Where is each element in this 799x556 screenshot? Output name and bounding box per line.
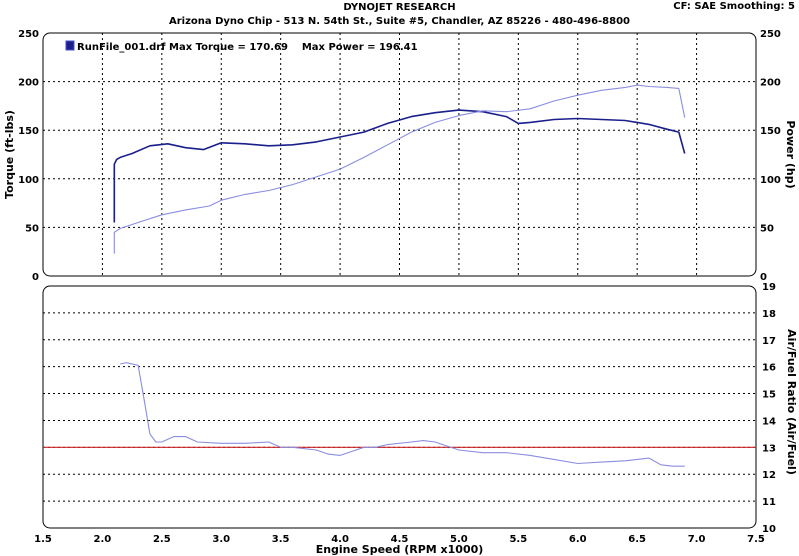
x-tick-label: 5.0 [450, 534, 468, 545]
x-tick-label: 3.5 [272, 534, 290, 545]
x-tick-label: 5.5 [509, 534, 527, 545]
afr-tick-label: 19 [762, 282, 776, 293]
y-tick-label: 50 [25, 223, 39, 234]
y2-tick-label: 250 [760, 29, 781, 40]
x-tick-label: 6.5 [628, 534, 646, 545]
y-tick-label: 200 [18, 78, 39, 89]
x-tick-label: 1.5 [34, 534, 52, 545]
x-tick-label: 6.0 [569, 534, 587, 545]
afr-tick-label: 14 [762, 416, 776, 427]
x-tick-label: 4.0 [331, 534, 349, 545]
torque-line [113, 109, 686, 223]
x-tick-label: 7.0 [688, 534, 706, 545]
chart-subtitle: Arizona Dyno Chip - 513 N. 54th St., Sui… [168, 16, 631, 27]
y-tick-label: 250 [18, 29, 39, 40]
y2-tick-label: 150 [760, 126, 781, 137]
afr-line [120, 362, 685, 467]
afr-tick-label: 12 [762, 470, 776, 481]
afr-tick-label: 16 [762, 363, 776, 374]
y2-tick-label: 0 [760, 272, 767, 283]
afr-panel [42, 285, 757, 529]
y2-tick-label: 50 [760, 223, 774, 234]
afr-tick-label: 11 [762, 497, 776, 508]
x-tick-label: 2.5 [153, 534, 171, 545]
y-axis-title: Torque (ft-lbs) [3, 110, 16, 199]
x-tick-label: 2.0 [94, 534, 112, 545]
afr-tick-label: 18 [762, 309, 776, 320]
y2-tick-label: 200 [760, 78, 781, 89]
y2-axis-title: Power (hp) [784, 120, 797, 188]
x-tick-label: 7.5 [747, 534, 765, 545]
x-tick-label: 4.5 [391, 534, 409, 545]
legend-label: RunFile_001.drf Max Torque = 170.69 Max … [77, 42, 418, 53]
afr-tick-label: 10 [762, 524, 776, 535]
afr-tick-label: 15 [762, 390, 776, 401]
power-line [113, 84, 686, 254]
y2-tick-label: 100 [760, 175, 781, 186]
y-tick-label: 100 [18, 175, 39, 186]
afr-tick-label: 17 [762, 336, 776, 347]
legend-swatch [65, 40, 75, 51]
x-axis-title: Engine Speed (RPM x1000) [316, 543, 484, 556]
afr-tick-label: 13 [762, 443, 776, 454]
settings-label: CF: SAE Smoothing: 5 [673, 1, 795, 12]
chart-title: DYNOJET RESEARCH [343, 2, 456, 13]
afr-axis-title: Air/Fuel Ratio (Air/Fuel) [785, 329, 798, 475]
x-tick-label: 3.0 [212, 534, 230, 545]
y-tick-label: 0 [32, 272, 39, 283]
y-tick-label: 150 [18, 126, 39, 137]
